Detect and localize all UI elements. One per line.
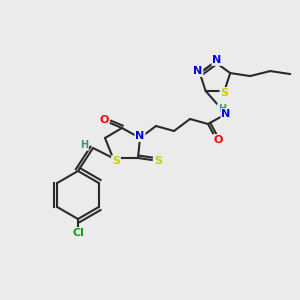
Text: N: N [193, 66, 203, 76]
Text: S: S [112, 156, 120, 166]
Text: N: N [135, 131, 145, 141]
Text: Cl: Cl [72, 228, 84, 238]
Text: S: S [220, 88, 228, 98]
Text: N: N [212, 55, 222, 65]
Text: O: O [99, 115, 109, 125]
Text: O: O [213, 135, 223, 145]
Text: H: H [218, 104, 226, 114]
Text: H: H [80, 140, 88, 150]
Text: N: N [221, 109, 231, 119]
Text: S: S [154, 156, 162, 166]
